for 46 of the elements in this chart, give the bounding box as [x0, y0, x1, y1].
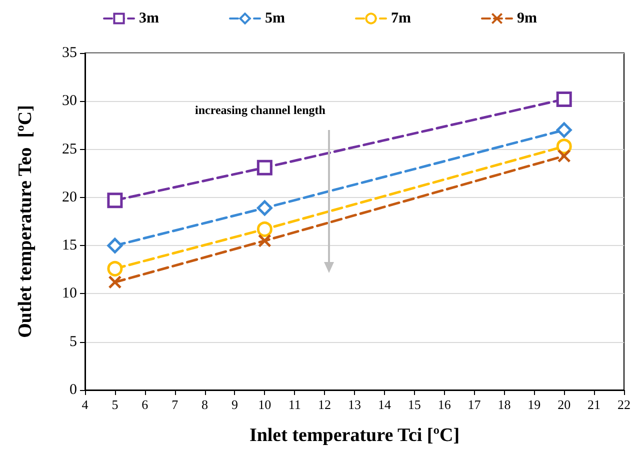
legend-label: 5m [265, 10, 286, 26]
legend-label: 9m [516, 10, 538, 26]
point [107, 260, 123, 276]
x-tick-label: 19 [528, 397, 541, 412]
x-tick-label: 15 [408, 397, 421, 412]
x-tick-label: 20 [558, 397, 571, 412]
y-tick-label: 35 [62, 45, 77, 61]
annotation: increasing channel length [195, 103, 326, 117]
x-tick-label: 17 [468, 397, 482, 412]
x-tick-label: 9 [231, 397, 238, 412]
point [107, 192, 123, 208]
y-tick-label: 0 [70, 382, 77, 398]
y-tick-label: 5 [70, 334, 77, 350]
point [108, 275, 122, 289]
x-tick-label: 16 [438, 397, 452, 412]
point [556, 91, 572, 107]
y-tick-label: 15 [62, 238, 77, 254]
legend-label: 3m [139, 10, 160, 26]
y-axis-title: Outlet temperature Teo [ºC] [15, 105, 36, 338]
x-tick-label: 18 [498, 397, 511, 412]
point [256, 160, 272, 176]
x-tick-label: 7 [172, 397, 179, 412]
y-tick-label: 25 [62, 141, 77, 158]
point [556, 138, 572, 154]
x-axis-title: Inlet temperature Tci [ºC] [249, 425, 460, 446]
point [256, 221, 272, 237]
x-tick-label: 5 [112, 397, 118, 412]
x-tick-label: 21 [588, 397, 601, 412]
y-tick-label: 10 [62, 286, 77, 302]
point [107, 238, 123, 254]
x-tick-label: 13 [348, 397, 361, 412]
y-tick-label: 30 [62, 93, 77, 110]
x-tick-label: 10 [258, 397, 272, 412]
legend-label: 7m [391, 10, 412, 26]
point [557, 149, 571, 163]
x-tick-label: 11 [288, 397, 301, 412]
point [258, 234, 272, 248]
x-tick-label: 4 [82, 397, 89, 412]
x-tick-label: 8 [202, 397, 208, 412]
point [556, 122, 572, 138]
point [256, 200, 272, 216]
x-tick-label: 14 [378, 397, 392, 412]
y-tick-label: 20 [62, 189, 77, 206]
x-tick-label: 12 [318, 397, 332, 412]
x-tick-label: 6 [142, 397, 149, 412]
x-tick-label: 22 [618, 397, 630, 412]
